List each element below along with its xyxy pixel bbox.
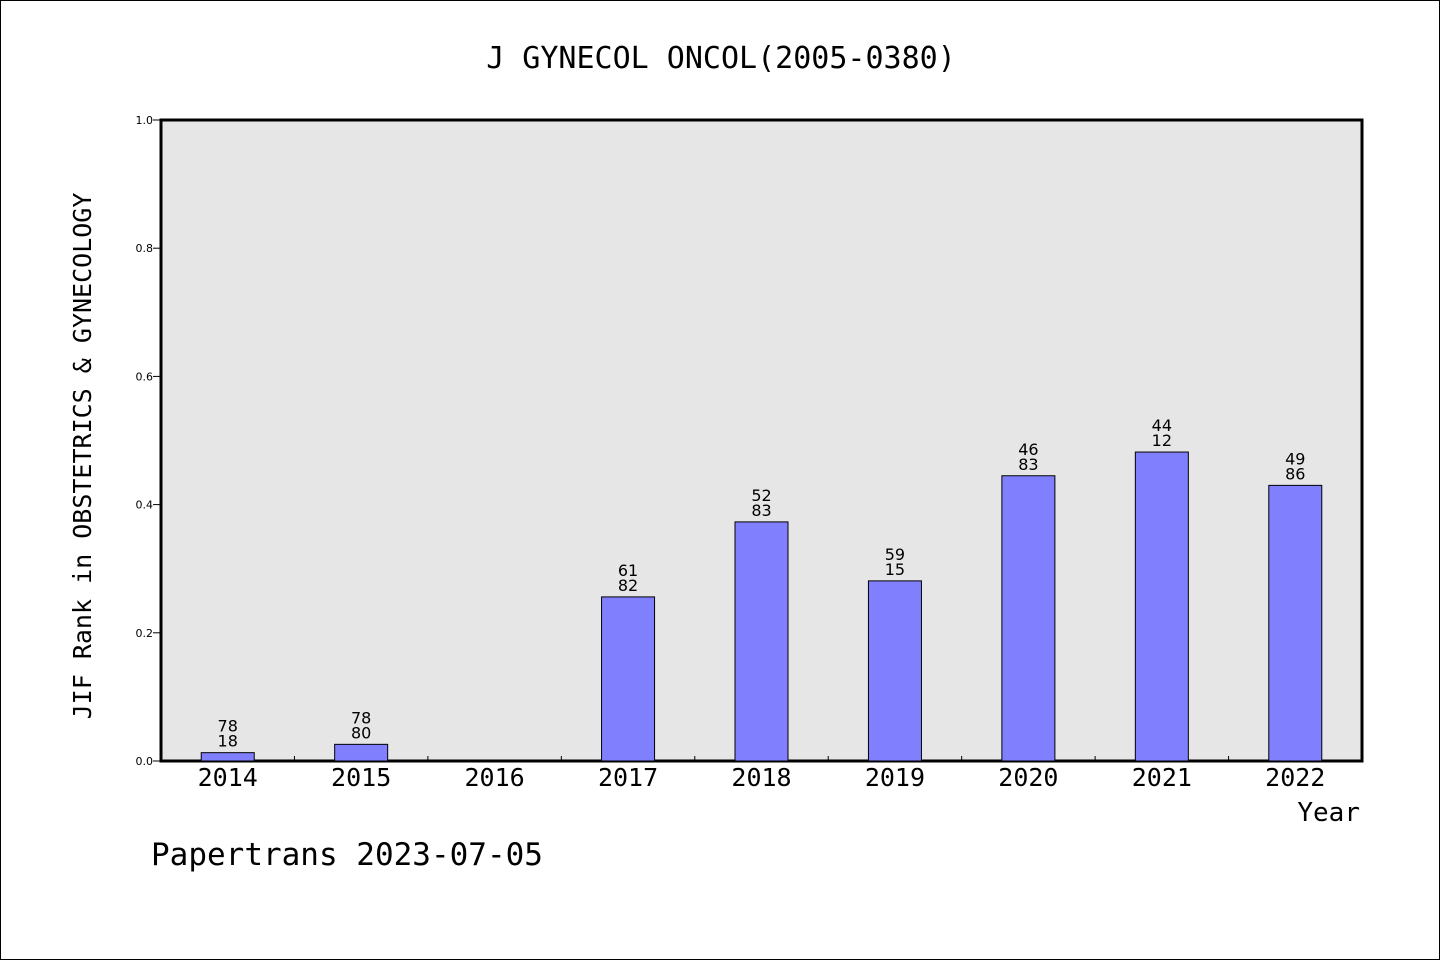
bar-2021: [1134, 451, 1189, 762]
bar-label-bottom: 86: [1285, 464, 1305, 483]
bar-2022: [1268, 484, 1323, 762]
y-axis-label: JIF Rank in OBSTETRICS & GYNECOLOGY: [68, 193, 97, 720]
bar-2015: [334, 743, 389, 762]
footer-credit: Papertrans 2023-07-05: [151, 837, 543, 873]
bar-label-top: 78: [351, 708, 371, 727]
x-tick-label: 2020: [998, 763, 1058, 792]
bar-label-top: 49: [1285, 449, 1305, 468]
bar-label-bottom: 18: [218, 732, 238, 751]
y-tick-label: 0.0: [136, 755, 154, 768]
bar-label-top: 61: [618, 561, 638, 580]
x-tick-label: 2016: [465, 763, 525, 792]
x-tick-label: 2018: [731, 763, 791, 792]
bar-label-top: 44: [1152, 416, 1172, 435]
bar-label-bottom: 82: [618, 576, 638, 595]
bar-2018: [734, 521, 789, 762]
bar-label-bottom: 15: [885, 560, 905, 579]
y-tick-label: 0.8: [136, 242, 154, 255]
x-tick-label: 2019: [865, 763, 925, 792]
x-tick-label: 2022: [1265, 763, 1325, 792]
bars: [200, 451, 1323, 762]
bar-2020: [1001, 475, 1056, 762]
y-tick-label: 1.0: [136, 114, 154, 127]
x-axis-label: Year: [1297, 798, 1360, 828]
x-tick-label: 2015: [331, 763, 391, 792]
chart-title: J GYNECOL ONCOL(2005-0380): [486, 41, 956, 76]
bar-label-top: 59: [885, 545, 905, 564]
bar-label-bottom: 83: [751, 501, 771, 520]
x-tick-label: 2017: [598, 763, 658, 792]
bar-label-top: 52: [751, 486, 771, 505]
bar-2017: [601, 596, 656, 762]
bar-label-top: 46: [1018, 440, 1038, 459]
x-tick-label: 2021: [1132, 763, 1192, 792]
y-tick-label: 0.6: [136, 370, 154, 383]
y-tick-label: 0.2: [136, 627, 154, 640]
x-tick-label: 2014: [198, 763, 258, 792]
bar-2014: [200, 752, 255, 762]
bar-label-bottom: 80: [351, 723, 371, 742]
y-tick-label: 0.4: [136, 499, 154, 512]
axis-ticks: 0.0 0.2 0.4 0.6 0.8 1.0 2014 2015 2016 2017 2018 20…: [136, 114, 1326, 792]
bar-label-bottom: 83: [1018, 455, 1038, 474]
bar-2019: [867, 580, 922, 762]
bar-label-top: 78: [218, 717, 238, 736]
bar-label-bottom: 12: [1152, 431, 1172, 450]
